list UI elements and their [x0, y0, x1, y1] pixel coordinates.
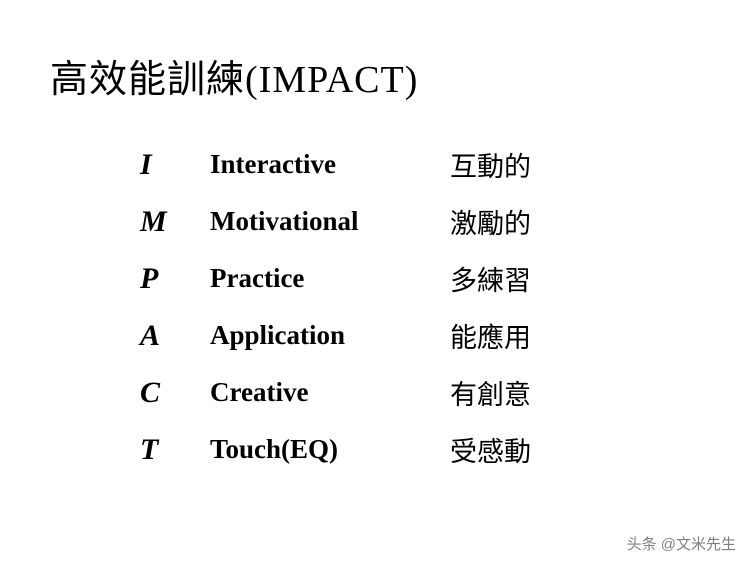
- english-cell: Touch(EQ): [210, 434, 450, 465]
- chinese-cell: 能應用: [450, 316, 531, 355]
- chinese-cell: 互動的: [450, 145, 531, 184]
- chinese-cell: 有創意: [450, 373, 531, 412]
- table-row: I Interactive 互動的: [140, 145, 700, 184]
- english-cell: Creative: [210, 377, 450, 408]
- page-title: 高效能訓練(IMPACT): [50, 48, 700, 103]
- english-cell: Practice: [210, 263, 450, 294]
- table-row: C Creative 有創意: [140, 373, 700, 412]
- table-row: P Practice 多練習: [140, 259, 700, 298]
- english-cell: Application: [210, 320, 450, 351]
- english-cell: Motivational: [210, 206, 450, 237]
- english-cell: Interactive: [210, 149, 450, 180]
- letter-cell: P: [140, 262, 210, 296]
- watermark-text: 头条 @文米先生: [627, 533, 736, 554]
- letter-cell: M: [140, 205, 210, 239]
- table-row: A Application 能應用: [140, 316, 700, 355]
- chinese-cell: 受感動: [450, 430, 531, 469]
- letter-cell: I: [140, 148, 210, 182]
- chinese-cell: 多練習: [450, 259, 531, 298]
- table-row: M Motivational 激勵的: [140, 202, 700, 241]
- chinese-cell: 激勵的: [450, 202, 531, 241]
- letter-cell: A: [140, 319, 210, 353]
- impact-table: I Interactive 互動的 M Motivational 激勵的 P P…: [140, 145, 700, 469]
- letter-cell: T: [140, 433, 210, 467]
- letter-cell: C: [140, 376, 210, 410]
- table-row: T Touch(EQ) 受感動: [140, 430, 700, 469]
